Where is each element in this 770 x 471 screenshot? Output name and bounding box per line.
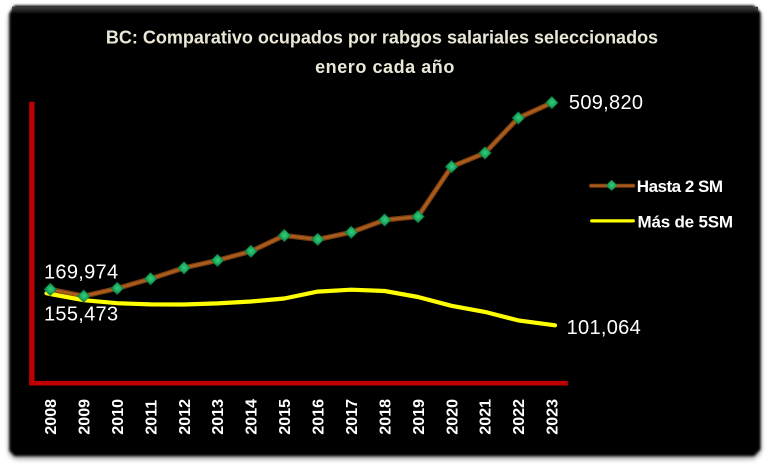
svg-text:509,820: 509,820	[569, 92, 643, 114]
svg-text:2014: 2014	[244, 399, 261, 435]
svg-text:Hasta 2 SM: Hasta 2 SM	[637, 177, 723, 196]
svg-text:enero cada año: enero cada año	[315, 57, 455, 77]
svg-text:2017: 2017	[344, 399, 361, 435]
svg-text:2008: 2008	[43, 399, 60, 435]
svg-text:2020: 2020	[444, 399, 461, 435]
svg-text:2023: 2023	[545, 399, 562, 435]
svg-text:101,064: 101,064	[567, 317, 641, 339]
svg-text:2018: 2018	[377, 399, 394, 435]
svg-text:155,473: 155,473	[44, 304, 118, 326]
svg-text:2013: 2013	[210, 399, 227, 435]
svg-text:2019: 2019	[411, 399, 428, 435]
svg-text:2022: 2022	[511, 399, 528, 435]
svg-text:2012: 2012	[177, 399, 194, 435]
svg-text:2016: 2016	[311, 399, 328, 435]
svg-text:BC: Comparativo ocupados por r: BC: Comparativo ocupados por rabgos sala…	[106, 28, 658, 48]
svg-text:2021: 2021	[478, 399, 495, 435]
svg-text:2009: 2009	[77, 399, 94, 435]
svg-text:Más de 5SM: Más de 5SM	[638, 212, 733, 231]
svg-text:2011: 2011	[143, 400, 160, 435]
svg-text:169,974: 169,974	[44, 262, 118, 284]
svg-text:2010: 2010	[110, 399, 127, 435]
svg-text:2015: 2015	[277, 399, 294, 435]
